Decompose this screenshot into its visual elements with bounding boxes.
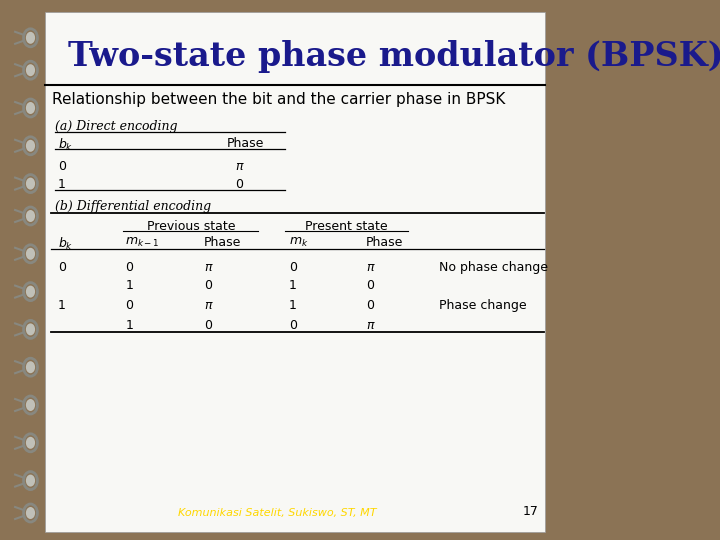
- Circle shape: [26, 323, 35, 335]
- Text: Phase: Phase: [204, 236, 241, 249]
- Text: Komunikasi Satelit, Sukiswo, ST, MT: Komunikasi Satelit, Sukiswo, ST, MT: [178, 508, 377, 518]
- Circle shape: [26, 32, 35, 44]
- Text: $m_k$: $m_k$: [289, 236, 308, 249]
- Text: 0: 0: [366, 279, 374, 292]
- Text: 0: 0: [204, 279, 212, 292]
- Text: 0: 0: [125, 261, 133, 274]
- Circle shape: [26, 286, 35, 298]
- Text: No phase change: No phase change: [438, 261, 548, 274]
- Text: 1: 1: [125, 319, 133, 332]
- Circle shape: [26, 475, 35, 487]
- Text: 1: 1: [58, 178, 66, 191]
- Text: $\pi$: $\pi$: [366, 261, 375, 274]
- Circle shape: [26, 507, 35, 519]
- Text: 1: 1: [58, 299, 66, 312]
- Text: Previous state: Previous state: [147, 220, 235, 233]
- Text: Phase change: Phase change: [438, 299, 526, 312]
- Text: 0: 0: [235, 178, 243, 191]
- Text: (a) Direct encoding: (a) Direct encoding: [55, 120, 178, 133]
- Text: (b) Differential encoding: (b) Differential encoding: [55, 200, 212, 213]
- Text: $\pi$: $\pi$: [235, 160, 245, 173]
- Text: Phase: Phase: [227, 137, 264, 150]
- Text: 0: 0: [58, 160, 66, 173]
- Text: 1: 1: [289, 279, 297, 292]
- Text: Two-state phase modulator (BPSK): Two-state phase modulator (BPSK): [68, 40, 720, 73]
- Circle shape: [26, 140, 35, 152]
- Text: Relationship between the bit and the carrier phase in BPSK: Relationship between the bit and the car…: [53, 92, 505, 107]
- Circle shape: [26, 399, 35, 411]
- Text: $\pi$: $\pi$: [204, 261, 214, 274]
- Text: $\pi$: $\pi$: [204, 299, 214, 312]
- Circle shape: [26, 102, 35, 114]
- Text: Present state: Present state: [305, 220, 388, 233]
- Text: 0: 0: [204, 319, 212, 332]
- Circle shape: [26, 64, 35, 76]
- Circle shape: [26, 210, 35, 222]
- Text: Phase: Phase: [366, 236, 403, 249]
- Text: 0: 0: [366, 299, 374, 312]
- Text: $b_k$: $b_k$: [58, 236, 73, 252]
- Circle shape: [26, 437, 35, 449]
- Text: 0: 0: [125, 299, 133, 312]
- Text: 1: 1: [289, 299, 297, 312]
- Circle shape: [26, 248, 35, 260]
- Text: 0: 0: [289, 319, 297, 332]
- Circle shape: [26, 178, 35, 190]
- Text: 17: 17: [523, 505, 539, 518]
- Circle shape: [26, 361, 35, 373]
- Text: $\pi$: $\pi$: [366, 319, 375, 332]
- Text: 1: 1: [125, 279, 133, 292]
- Text: $m_{k-1}$: $m_{k-1}$: [125, 236, 161, 249]
- Text: $b_k$: $b_k$: [58, 137, 73, 153]
- Text: 0: 0: [58, 261, 66, 274]
- Text: 0: 0: [289, 261, 297, 274]
